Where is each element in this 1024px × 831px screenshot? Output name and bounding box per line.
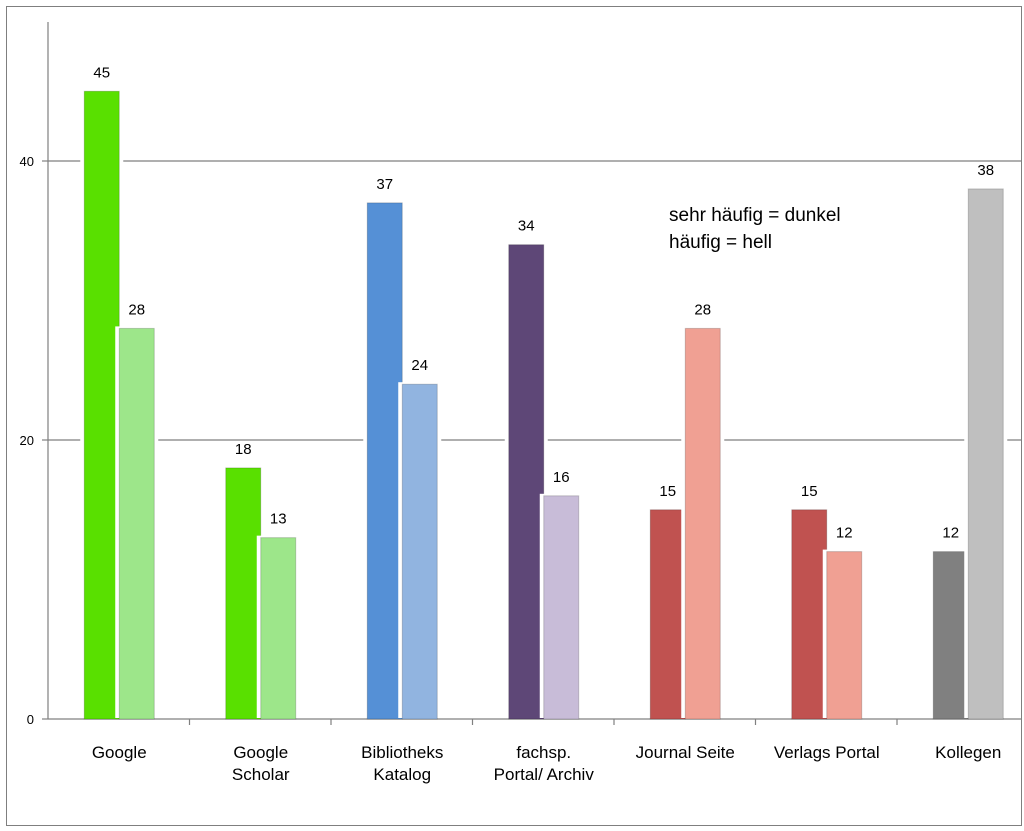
data-label: 13 bbox=[270, 511, 287, 528]
value-labels: 45 28 18 13 37 24 34 16 15 28 15 12 12 38 bbox=[93, 64, 994, 541]
x-tick-label: Google bbox=[92, 743, 147, 762]
x-tick-label: Kollegen bbox=[935, 743, 1001, 762]
annotation-background bbox=[664, 200, 890, 255]
data-label: 15 bbox=[659, 483, 676, 500]
x-tick-label: Scholar bbox=[232, 765, 290, 784]
bar bbox=[826, 551, 863, 720]
data-label: 34 bbox=[518, 218, 535, 235]
x-tick-label: Verlags Portal bbox=[774, 743, 880, 762]
bar bbox=[366, 202, 403, 720]
x-tick-label: Bibliotheks bbox=[361, 743, 443, 762]
data-label: 24 bbox=[411, 357, 428, 374]
annotation-line-1: sehr häufig = dunkel bbox=[669, 205, 841, 226]
bar bbox=[225, 467, 262, 720]
data-label: 18 bbox=[235, 441, 252, 458]
bar bbox=[83, 90, 120, 720]
data-label: 38 bbox=[977, 162, 994, 179]
x-tick-label: fachsp. bbox=[516, 743, 571, 762]
bar bbox=[401, 383, 438, 720]
data-label: 12 bbox=[836, 525, 853, 542]
y-tick-label: 0 bbox=[27, 712, 34, 727]
bars bbox=[80, 89, 1008, 720]
data-label: 15 bbox=[801, 483, 818, 500]
bar bbox=[260, 537, 297, 720]
bar bbox=[543, 495, 580, 720]
data-label: 12 bbox=[942, 525, 959, 542]
bar bbox=[649, 509, 686, 720]
bar bbox=[932, 551, 969, 720]
bar bbox=[684, 327, 721, 720]
bar bbox=[967, 188, 1004, 720]
y-tick-label: 40 bbox=[20, 154, 34, 169]
y-tick-label: 20 bbox=[20, 433, 34, 448]
bar bbox=[508, 244, 545, 720]
data-label: 28 bbox=[128, 301, 145, 318]
annotation-line-2: häufig = hell bbox=[669, 232, 772, 253]
data-label: 28 bbox=[694, 301, 711, 318]
bar bbox=[118, 327, 155, 720]
x-tick-label: Portal/ Archiv bbox=[494, 765, 595, 784]
y-tick-labels: 0 20 40 bbox=[20, 154, 48, 727]
data-label: 37 bbox=[376, 176, 393, 193]
data-label: 45 bbox=[93, 64, 110, 81]
category-labels: Google Google Scholar Bibliotheks Katalog fac… bbox=[92, 743, 1002, 784]
x-tick-label: Google bbox=[233, 743, 288, 762]
annotation: sehr häufig = dunkel häufig = hell bbox=[664, 200, 890, 255]
data-label: 16 bbox=[553, 469, 570, 486]
x-tick-label: Journal Seite bbox=[636, 743, 735, 762]
bar bbox=[791, 509, 828, 720]
x-tick-label: Katalog bbox=[373, 765, 431, 784]
